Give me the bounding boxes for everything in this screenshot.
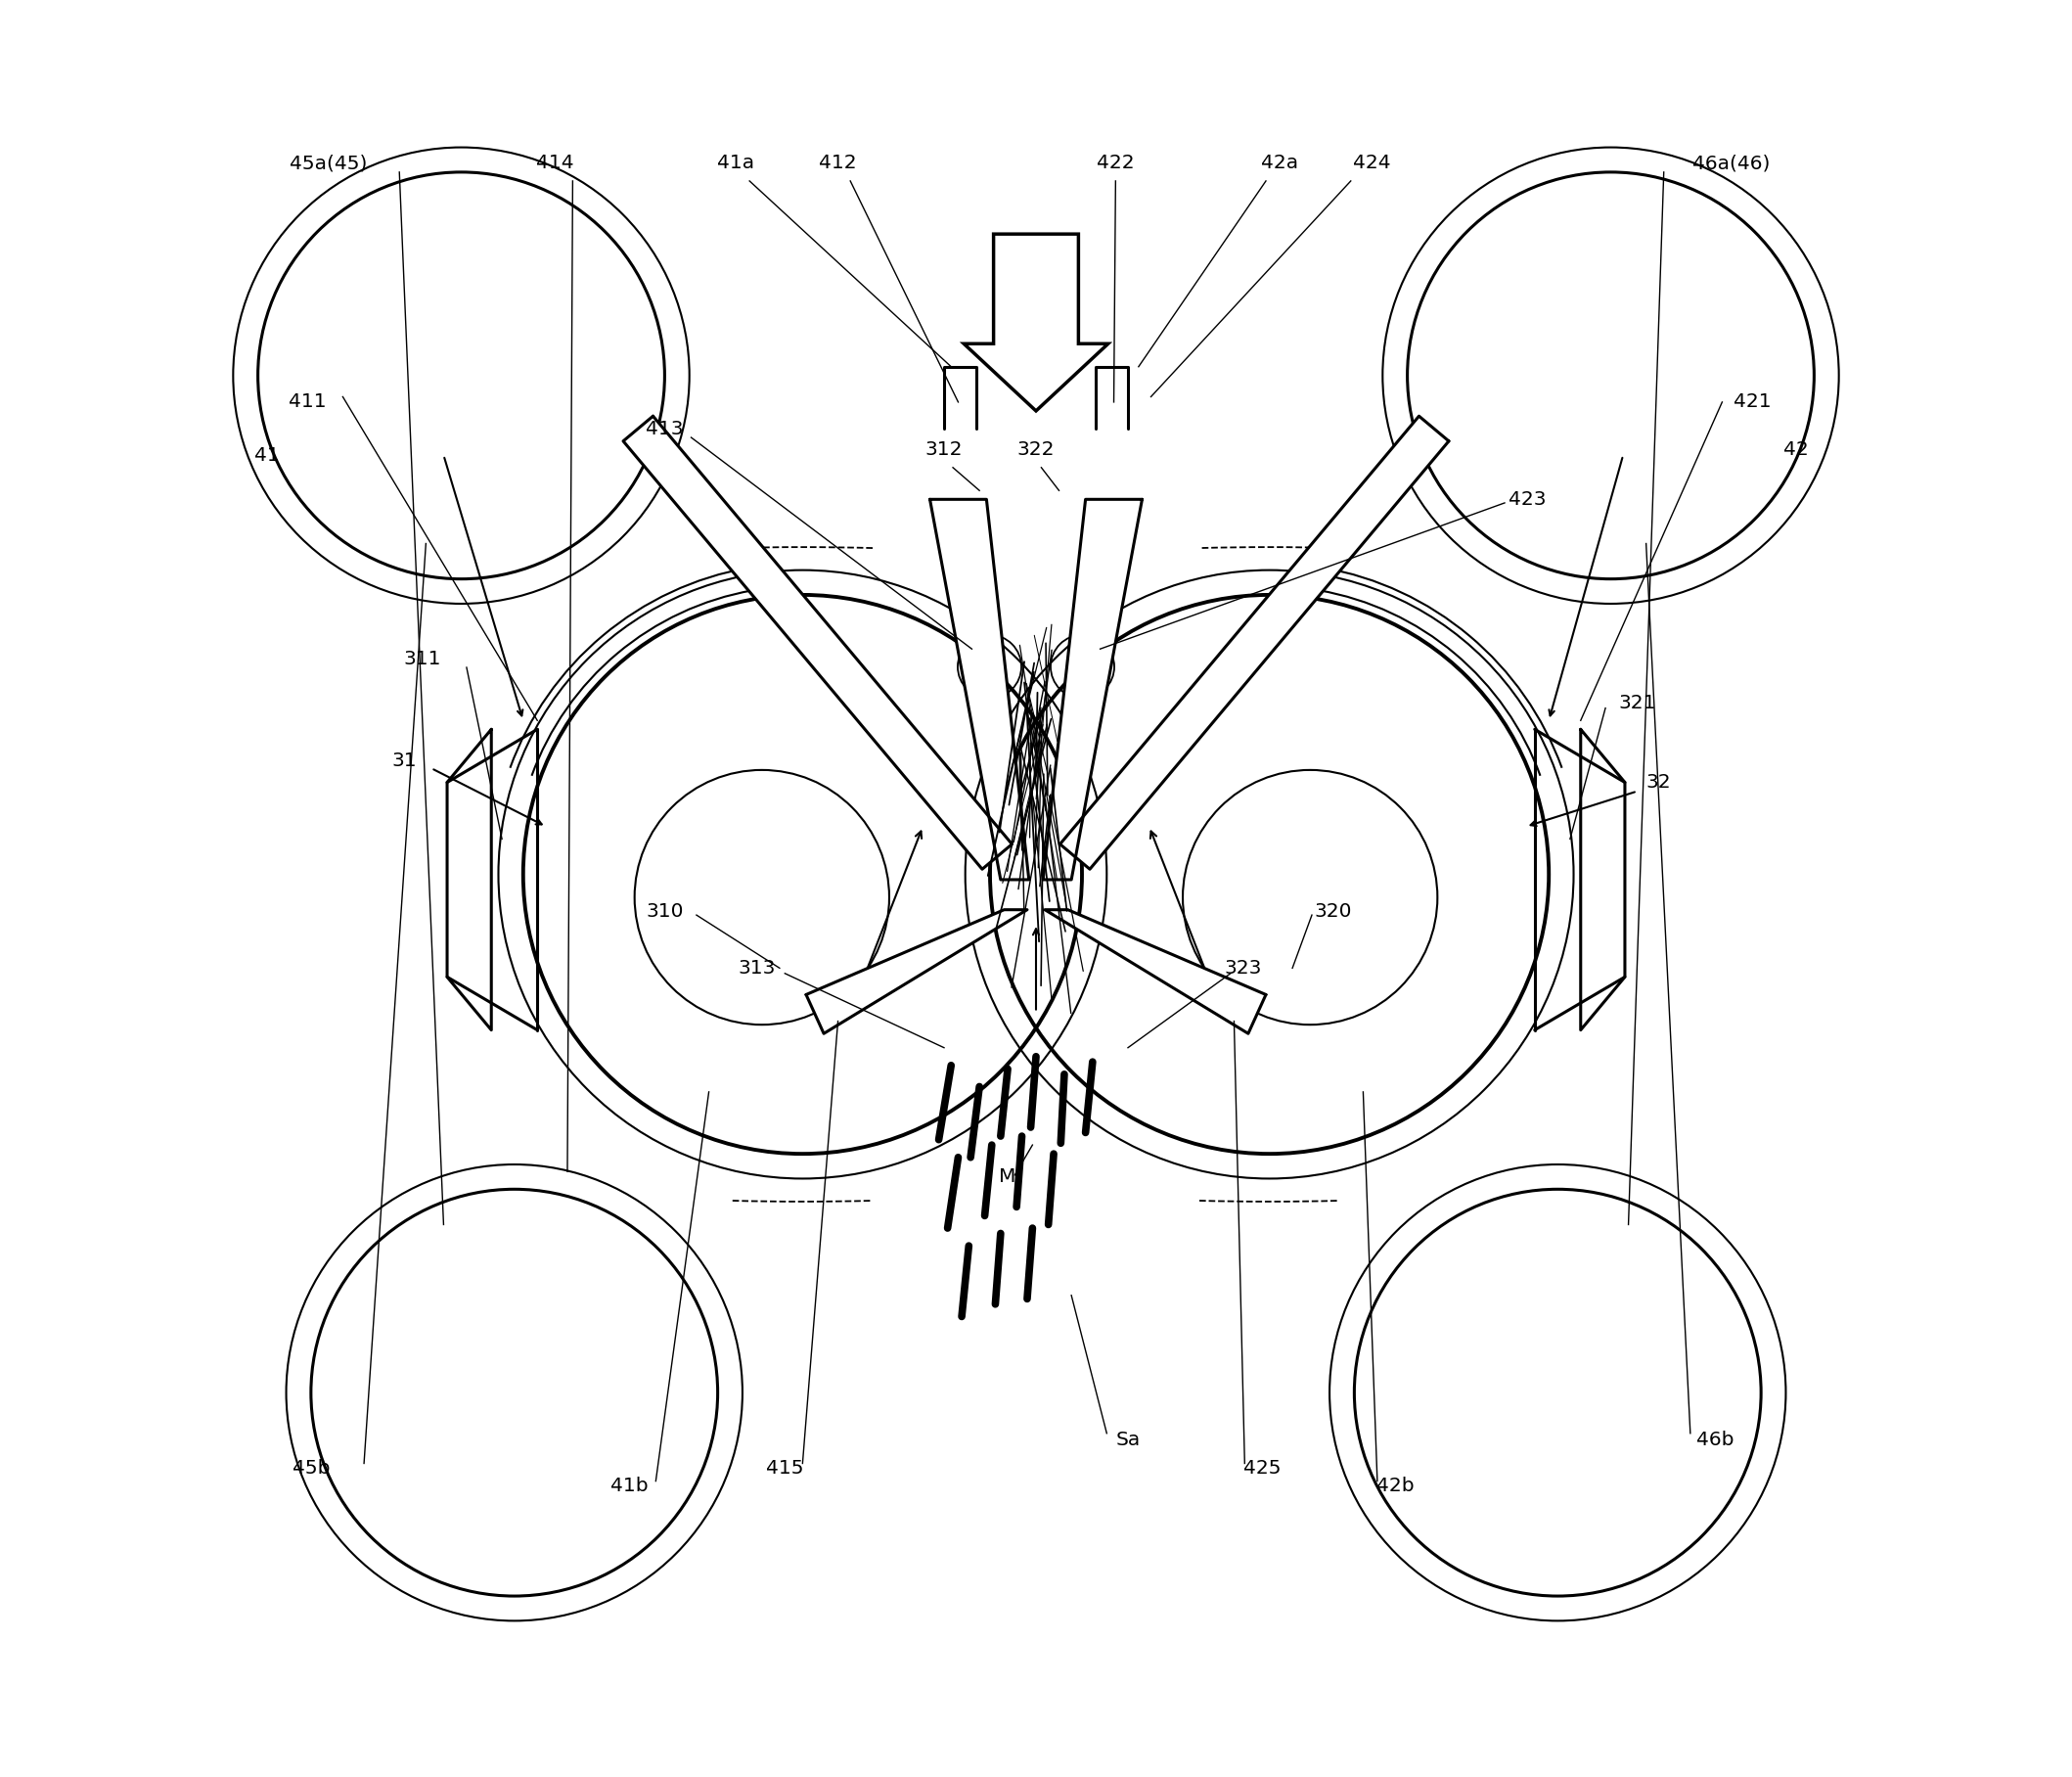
Text: 425: 425: [1243, 1459, 1280, 1478]
Text: 312: 312: [926, 441, 963, 458]
Text: 310: 310: [646, 903, 684, 920]
Text: 323: 323: [1225, 960, 1262, 977]
Text: 311: 311: [404, 649, 441, 668]
Text: 46a(46): 46a(46): [1693, 155, 1769, 172]
Polygon shape: [1044, 910, 1266, 1034]
Text: 423: 423: [1508, 490, 1546, 508]
Polygon shape: [624, 416, 1011, 869]
Text: 415: 415: [767, 1459, 804, 1478]
Text: M: M: [999, 1167, 1015, 1185]
Text: 321: 321: [1618, 693, 1656, 713]
Text: 313: 313: [738, 960, 775, 977]
Text: 46b: 46b: [1697, 1430, 1734, 1450]
Polygon shape: [1042, 499, 1142, 880]
Text: 41b: 41b: [611, 1477, 649, 1496]
Text: 412: 412: [818, 155, 858, 172]
Text: 32: 32: [1645, 773, 1670, 793]
Text: 413: 413: [646, 419, 684, 437]
Polygon shape: [930, 499, 1030, 880]
Text: 42: 42: [1784, 441, 1809, 458]
Text: 41: 41: [255, 446, 280, 464]
Text: 320: 320: [1314, 903, 1351, 920]
Text: 421: 421: [1734, 393, 1772, 410]
Text: 45b: 45b: [292, 1459, 329, 1478]
Text: 322: 322: [1017, 441, 1055, 458]
Text: 414: 414: [537, 155, 574, 172]
Text: 424: 424: [1353, 155, 1390, 172]
Text: 411: 411: [288, 393, 325, 410]
Text: 31: 31: [392, 752, 416, 771]
Text: 41a: 41a: [717, 155, 754, 172]
Polygon shape: [963, 235, 1109, 410]
Text: 42a: 42a: [1262, 155, 1299, 172]
Polygon shape: [806, 910, 1028, 1034]
Text: 45a(45): 45a(45): [290, 155, 367, 172]
Text: 422: 422: [1096, 155, 1135, 172]
Text: Sa: Sa: [1115, 1430, 1140, 1450]
Polygon shape: [1061, 416, 1448, 869]
Text: 42b: 42b: [1376, 1477, 1413, 1496]
